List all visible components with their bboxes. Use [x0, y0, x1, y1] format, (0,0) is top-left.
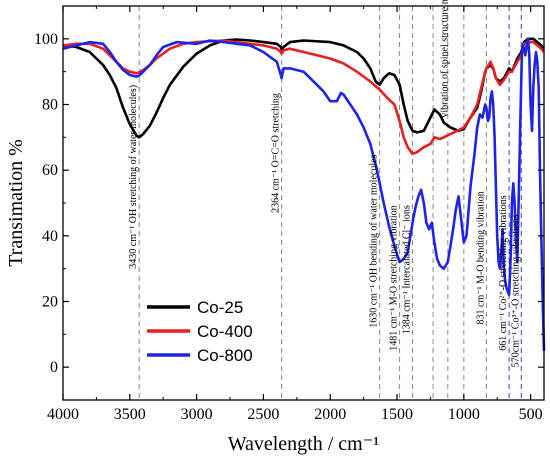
y-axis-label: Transimation %	[5, 139, 27, 267]
x-tick-label: 500	[519, 406, 543, 423]
series-lines	[62, 37, 546, 351]
x-tick-label: 1500	[381, 406, 413, 423]
legend-label: Co-25	[197, 298, 243, 317]
annotations: 3430 cm⁻¹ OH stretching of water molecul…	[128, 0, 521, 367]
annotation-label: 831 cm⁻¹ M-O bending vibration	[475, 191, 486, 324]
x-tick-label: 1000	[448, 406, 480, 423]
y-tick-label: 0	[50, 359, 58, 376]
x-axis-label: Wavelength / cm⁻¹	[228, 433, 380, 455]
annotation-label: vibration of spinel structure nanopartic…	[440, 0, 451, 118]
y-tick-label: 20	[42, 294, 58, 311]
legend-label: Co-400	[197, 322, 253, 341]
series-line	[62, 37, 546, 351]
x-tick-label: 3000	[181, 406, 213, 423]
y-tick-label: 60	[42, 162, 58, 179]
annotation-label: 1384 cm⁻¹ Intercalated Cl⁻ ions	[402, 205, 413, 334]
x-tick-label: 3500	[114, 406, 146, 423]
annotation-label: 570cm⁻¹ Co³⁺-O stretching vibrations	[510, 214, 521, 367]
annotation-label: 2364 cm⁻¹ O=C=O stretching	[271, 93, 282, 213]
x-tick-label: 2000	[314, 406, 346, 423]
x-tick-label: 4000	[47, 406, 79, 423]
annotation-label: 1630 cm⁻¹ OH bending of water molecules	[369, 154, 380, 327]
x-tick-label: 2500	[247, 406, 279, 423]
y-tick-label: 80	[42, 97, 58, 114]
annotation-label: 3430 cm⁻¹ OH stretching of water molecul…	[128, 85, 139, 269]
y-tick-label: 100	[34, 31, 58, 48]
annotation-label: 661 cm⁻¹ Co²⁺-O stretching vibrations	[498, 195, 509, 351]
annotation-label: 1481 cm⁻¹ M-O stretching vibration	[389, 205, 400, 350]
y-tick-label: 40	[42, 228, 58, 245]
legend-label: Co-800	[197, 346, 253, 365]
legend: Co-25 Co-400 Co-800	[147, 298, 253, 365]
axis-ticks: 4000 3500 3000 2500 2000 1500 1000 500 0 20 40 60 80…	[34, 5, 544, 423]
